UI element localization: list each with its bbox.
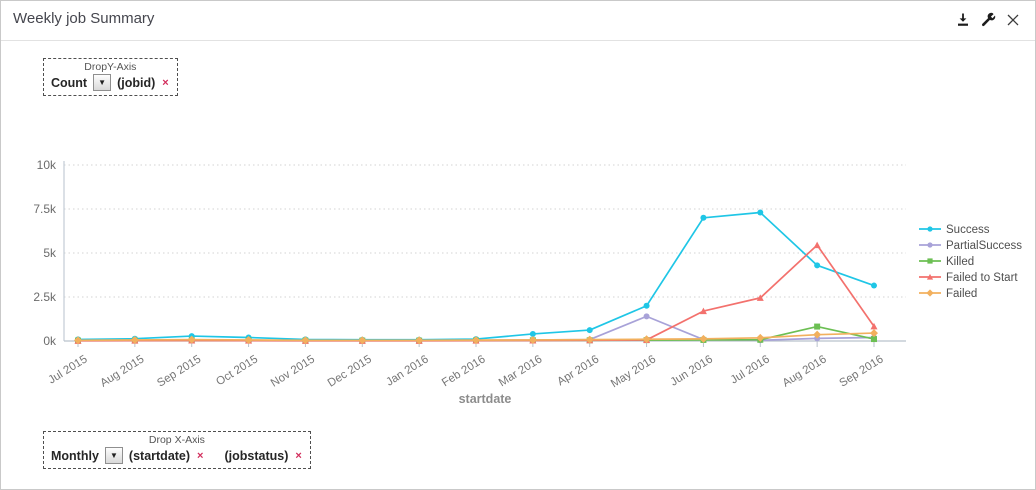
y-tick-label: 5k xyxy=(43,246,57,260)
x-tick-label: Apr 2016 xyxy=(555,353,601,388)
close-icon[interactable] xyxy=(1005,12,1021,28)
series-success xyxy=(75,209,877,343)
legend-item-partialsuccess[interactable]: PartialSuccess xyxy=(919,240,1022,252)
series-failed-to-start xyxy=(74,241,878,344)
legend-label: PartialSuccess xyxy=(946,240,1022,252)
group-field-name: (jobstatus) xyxy=(224,448,289,463)
y-tick-label: 7.5k xyxy=(33,202,57,216)
legend-label: Success xyxy=(946,224,990,236)
settings-wrench-icon[interactable] xyxy=(980,12,996,28)
aggregation-value: Count xyxy=(51,75,88,90)
legend-label: Failed xyxy=(946,288,977,300)
header-toolbar xyxy=(955,12,1021,28)
x-tick-label: Jan 2016 xyxy=(384,353,430,388)
x-field-name: (startdate) xyxy=(128,448,191,463)
x-tick-label: Aug 2015 xyxy=(98,353,146,389)
y-tick-label: 0k xyxy=(43,334,57,348)
x-tick-label: Jul 2016 xyxy=(729,353,772,386)
page-title: Weekly job Summary xyxy=(13,10,155,27)
legend-item-killed[interactable]: Killed xyxy=(919,256,974,268)
x-tick-label: Feb 2016 xyxy=(440,353,488,389)
legend-label: Killed xyxy=(946,256,974,268)
x-tick-label: Mar 2016 xyxy=(497,353,545,389)
remove-jobstatus-field-icon[interactable]: × xyxy=(295,449,302,462)
x-tick-label: Dec 2015 xyxy=(326,353,374,389)
interval-value: Monthly xyxy=(51,448,99,463)
x-tick-label: Sep 2016 xyxy=(837,353,885,389)
x-tick-label: Sep 2015 xyxy=(155,353,203,389)
x-axis-dropzone[interactable]: Drop X-Axis Monthly ▼ (startdate) × (job… xyxy=(43,431,311,469)
remove-y-field-icon[interactable]: × xyxy=(162,76,169,89)
series-failed xyxy=(74,329,878,345)
y-tick-label: 2.5k xyxy=(33,290,57,304)
x-dropzone-label: Drop X-Axis xyxy=(148,434,205,446)
aggregation-dropdown-button[interactable]: ▼ xyxy=(93,74,112,91)
legend-item-failed-to-start[interactable]: Failed to Start xyxy=(919,272,1018,284)
x-tick-label: Jun 2016 xyxy=(669,353,715,388)
interval-dropdown-button[interactable]: ▼ xyxy=(104,447,123,464)
x-tick-label: May 2016 xyxy=(609,353,658,390)
x-tick-label: Oct 2015 xyxy=(214,353,260,388)
y-axis-dropzone[interactable]: DropY-Axis Count ▼ (jobid) × xyxy=(43,58,178,96)
remove-startdate-field-icon[interactable]: × xyxy=(197,449,204,462)
x-tick-label: Nov 2015 xyxy=(269,353,317,389)
x-tick-label: Aug 2016 xyxy=(781,353,829,389)
chevron-down-icon: ▼ xyxy=(109,450,118,460)
x-axis-title: startdate xyxy=(459,392,512,406)
y-dropzone-label: DropY-Axis xyxy=(84,61,137,73)
legend-label: Failed to Start xyxy=(946,272,1018,284)
y-tick-label: 10k xyxy=(37,158,57,172)
legend-item-success[interactable]: Success xyxy=(919,224,990,236)
legend-item-failed[interactable]: Failed xyxy=(919,288,977,300)
y-field-name: (jobid) xyxy=(117,75,156,90)
chevron-down-icon: ▼ xyxy=(98,77,107,87)
widget-header: Weekly job Summary xyxy=(1,1,1035,41)
download-icon[interactable] xyxy=(955,12,971,28)
x-tick-label: Jul 2015 xyxy=(46,353,89,386)
